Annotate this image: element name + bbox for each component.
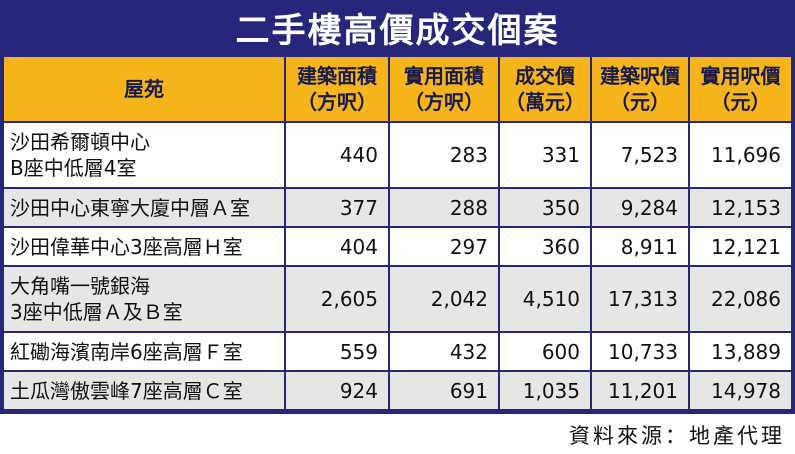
saleable-psf-cell: 12,153 (690, 187, 791, 226)
table-row: 沙田中心東寧大廈中層Ａ室 377 288 350 9,284 12,153 (4, 187, 791, 226)
header-row: 屋苑 建築面積 （方呎） 實用面積 （方呎） 成交價 （萬元） 建築呎價 （元） 實用呎… (4, 57, 791, 121)
estate-cell: 沙田偉華中心3座高層Ｈ室 (4, 226, 286, 265)
price-cell: 1,035 (500, 370, 592, 409)
gross-area-cell: 404 (286, 226, 390, 265)
estate-cell: 沙田中心東寧大廈中層Ａ室 (4, 187, 286, 226)
header-gross-psf: 建築呎價 （元） (592, 57, 690, 121)
gross-psf-cell: 8,911 (592, 226, 690, 265)
saleable-psf-cell: 12,121 (690, 226, 791, 265)
gross-psf-cell: 17,313 (592, 265, 690, 331)
price-cell: 600 (500, 331, 592, 370)
saleable-area-cell: 2,042 (390, 265, 500, 331)
table-row: 土瓜灣傲雲峰7座高層Ｃ室 924 691 1,035 11,201 14,978 (4, 370, 791, 409)
gross-area-cell: 440 (286, 121, 390, 187)
price-cell: 350 (500, 187, 592, 226)
saleable-psf-cell: 11,696 (690, 121, 791, 187)
gross-area-cell: 377 (286, 187, 390, 226)
gross-psf-cell: 7,523 (592, 121, 690, 187)
source-note: 資料來源：地產代理 (569, 424, 785, 448)
gross-psf-cell: 11,201 (592, 370, 690, 409)
price-cell: 331 (500, 121, 592, 187)
table-row: 大角嘴一號銀海 3座中低層Ａ及Ｂ室 2,605 2,042 4,510 17,31… (4, 265, 791, 331)
saleable-psf-cell: 14,978 (690, 370, 791, 409)
saleable-area-cell: 432 (390, 331, 500, 370)
gross-area-cell: 559 (286, 331, 390, 370)
saleable-psf-cell: 22,086 (690, 265, 791, 331)
source-footer: 資料來源：地產代理 (0, 412, 795, 454)
price-cell: 4,510 (500, 265, 592, 331)
estate-cell: 土瓜灣傲雲峰7座高層Ｃ室 (4, 370, 286, 409)
header-gross-area: 建築面積 （方呎） (286, 57, 390, 121)
saleable-area-cell: 288 (390, 187, 500, 226)
table-row: 沙田希爾頓中心 B座中低層4室 440 283 331 7,523 11,696 (4, 121, 791, 187)
header-saleable-area: 實用面積 （方呎） (390, 57, 500, 121)
estate-cell: 大角嘴一號銀海 3座中低層Ａ及Ｂ室 (4, 265, 286, 331)
header-price: 成交價 （萬元） (500, 57, 592, 121)
table-row: 沙田偉華中心3座高層Ｈ室 404 297 360 8,911 12,121 (4, 226, 791, 265)
price-cell: 360 (500, 226, 592, 265)
table-row: 紅磡海濱南岸6座高層Ｆ室 559 432 600 10,733 13,889 (4, 331, 791, 370)
transactions-table: 屋苑 建築面積 （方呎） 實用面積 （方呎） 成交價 （萬元） 建築呎價 （元） 實用呎… (4, 57, 791, 409)
saleable-area-cell: 283 (390, 121, 500, 187)
header-saleable-psf: 實用呎價 （元） (690, 57, 791, 121)
gross-area-cell: 924 (286, 370, 390, 409)
saleable-area-cell: 297 (390, 226, 500, 265)
saleable-area-cell: 691 (390, 370, 500, 409)
gross-psf-cell: 9,284 (592, 187, 690, 226)
header-estate: 屋苑 (4, 57, 286, 121)
gross-psf-cell: 10,733 (592, 331, 690, 370)
page-title: 二手樓高價成交個案 (235, 10, 560, 51)
gross-area-cell: 2,605 (286, 265, 390, 331)
saleable-psf-cell: 13,889 (690, 331, 791, 370)
estate-cell: 紅磡海濱南岸6座高層Ｆ室 (4, 331, 286, 370)
estate-cell: 沙田希爾頓中心 B座中低層4室 (4, 121, 286, 187)
